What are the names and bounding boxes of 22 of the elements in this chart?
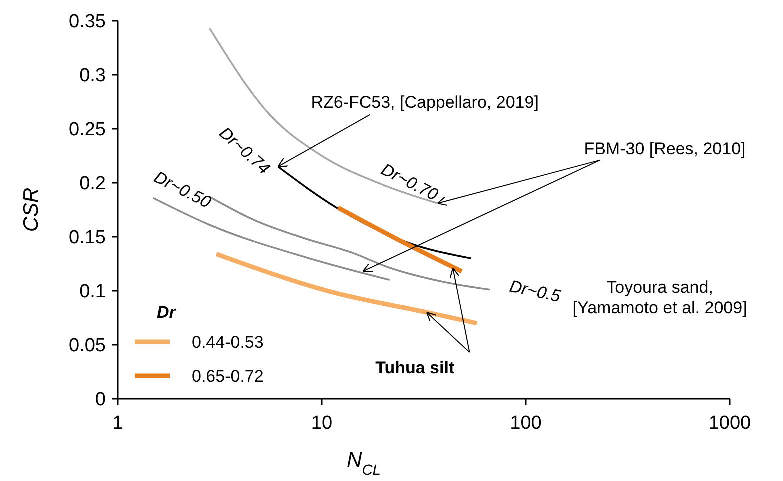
- y-tick-label: 0: [95, 390, 106, 411]
- annotation: FBM-30 [Rees, 2010]: [584, 139, 746, 158]
- annotation: RZ6-FC53, [Cappellaro, 2019]: [311, 92, 539, 112]
- y-tick-label: 0.15: [69, 228, 106, 249]
- y-axis-title: CSR: [20, 188, 43, 232]
- y-tick-label: 0.05: [69, 336, 106, 357]
- legend-label: 0.44-0.53: [192, 332, 264, 352]
- x-axis-title: N$_{CL}$: [347, 449, 381, 479]
- y-tick-label: 0.1: [80, 282, 106, 303]
- legend-title: Dr: [157, 303, 178, 322]
- legend-label: 0.65-0.72: [192, 366, 264, 386]
- y-tick-label: 0.25: [69, 120, 106, 141]
- x-tick-label: 100: [510, 413, 542, 434]
- y-tick-label: 0.3: [80, 66, 106, 87]
- y-tick-label: 0.2: [80, 174, 106, 195]
- annotation: Tuhua silt: [376, 358, 455, 378]
- x-tick-label: 10: [311, 413, 333, 434]
- annotation: Toyoura sand, [Yamamoto et al. 2009]: [572, 278, 748, 318]
- y-tick-label: 0.35: [69, 12, 106, 33]
- x-tick-label: 1000: [708, 413, 752, 434]
- x-tick-label: 1: [112, 413, 124, 434]
- annotation: Dr~0.5: [508, 276, 563, 306]
